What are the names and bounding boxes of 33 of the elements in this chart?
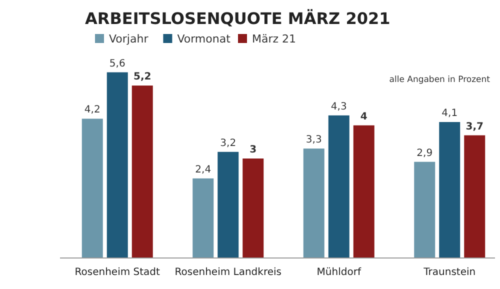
data-label: 3,7 [466,121,484,132]
data-label: 3 [250,144,257,156]
data-label: 2,9 [416,148,433,159]
bar [353,125,374,258]
x-tick-label: Rosenheim Stadt [74,267,160,278]
chart-title: ARBEITSLOSENQUOTE MÄRZ 2021 [85,9,390,28]
data-label: 2,4 [195,164,212,176]
bar [328,115,350,258]
bar [218,152,239,258]
bar [106,72,128,258]
x-tick-label: Mühldorf [316,267,362,278]
bar [132,86,153,258]
bar [464,135,486,258]
legend-label: Vorjahr [109,32,149,46]
data-label: 5,2 [134,72,152,83]
data-label: 3,2 [220,138,236,149]
data-label: 4,3 [330,101,347,112]
bar [303,148,324,258]
x-tick-label: Traunstein [422,267,476,278]
legend-label: Vormonat [177,32,232,46]
x-tick-label: Rosenheim Landkreis [174,267,282,278]
bar [439,122,460,258]
data-label: 4,1 [442,108,458,120]
data-label: 4 [360,111,368,122]
bar [414,162,436,258]
bar [242,158,264,258]
bar [82,118,103,258]
legend-label: März 21 [252,32,296,46]
bar [192,178,214,258]
data-label: 3,3 [306,134,322,146]
annotation: alle Angaben in Prozent [389,75,491,85]
data-label: 5,6 [109,58,126,70]
data-label: 4,2 [84,104,100,116]
